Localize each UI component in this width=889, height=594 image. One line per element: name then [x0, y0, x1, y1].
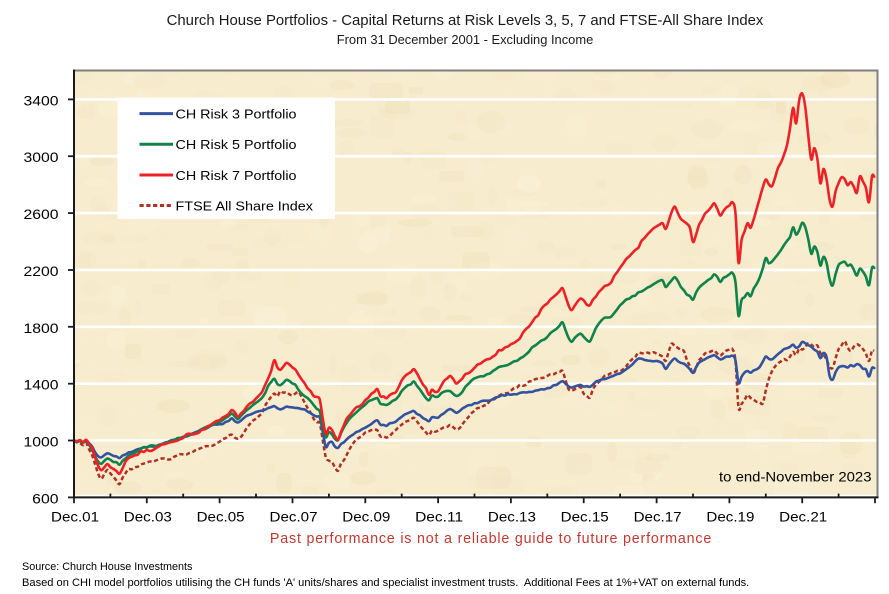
svg-text:Dec.03: Dec.03 [124, 510, 172, 526]
svg-text:Dec.21: Dec.21 [779, 510, 827, 526]
svg-text:3000: 3000 [24, 150, 59, 166]
svg-text:2600: 2600 [24, 207, 59, 223]
svg-text:Dec.09: Dec.09 [342, 510, 390, 526]
svg-text:to end-November 2023: to end-November 2023 [719, 470, 872, 485]
svg-text:Dec.11: Dec.11 [415, 510, 463, 526]
svg-text:Dec.15: Dec.15 [561, 510, 609, 526]
svg-text:2200: 2200 [24, 264, 59, 280]
svg-text:CH Risk 3 Portfolio: CH Risk 3 Portfolio [176, 107, 297, 122]
svg-text:Dec.05: Dec.05 [197, 510, 245, 526]
svg-text:CH Risk 7 Portfolio: CH Risk 7 Portfolio [176, 168, 297, 183]
svg-text:1400: 1400 [24, 378, 59, 394]
svg-text:FTSE All Share Index: FTSE All Share Index [176, 198, 314, 213]
svg-text:1800: 1800 [24, 321, 59, 337]
svg-text:CH Risk 5 Portfolio: CH Risk 5 Portfolio [176, 137, 297, 152]
svg-text:Dec.07: Dec.07 [270, 510, 318, 526]
svg-text:Dec.17: Dec.17 [634, 510, 682, 526]
svg-text:600: 600 [32, 491, 58, 507]
svg-text:Dec.19: Dec.19 [706, 510, 754, 526]
svg-text:Dec.01: Dec.01 [51, 510, 99, 526]
svg-text:Dec.13: Dec.13 [488, 510, 536, 526]
svg-text:3400: 3400 [24, 93, 59, 109]
svg-text:1000: 1000 [24, 435, 59, 451]
